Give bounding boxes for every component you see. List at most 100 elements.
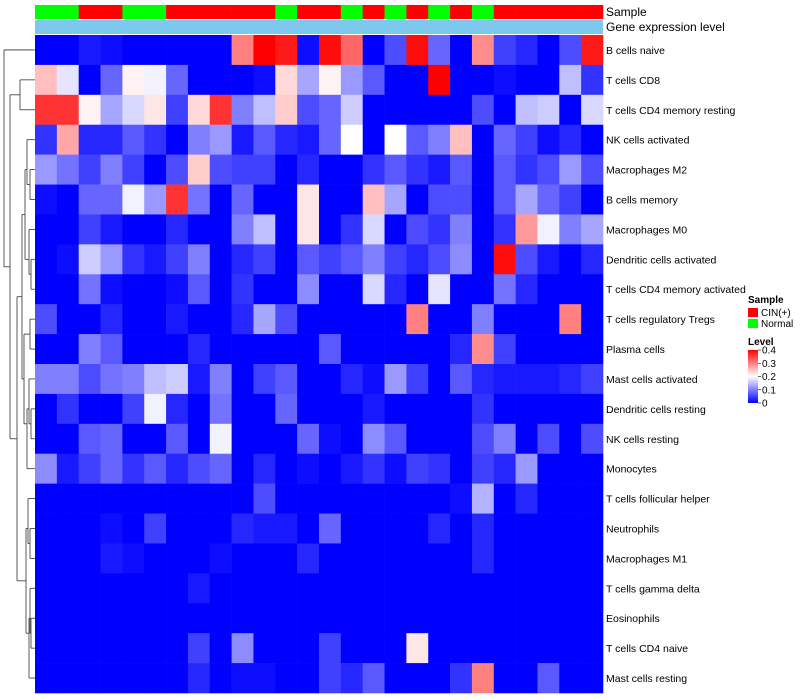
- heatmap-cell: [471, 94, 495, 126]
- heatmap-cell: [56, 423, 79, 455]
- heatmap-cell: [471, 35, 495, 66]
- heatmap-cell: [406, 244, 429, 275]
- heatmap-cell: [166, 543, 189, 574]
- heatmap-cell: [340, 663, 363, 694]
- heatmap-cell: [122, 483, 145, 514]
- heatmap-cell: [166, 184, 189, 215]
- heatmap-cell: [537, 453, 560, 484]
- sample-annotation-cell: [362, 5, 385, 19]
- heatmap-cell: [406, 94, 429, 126]
- heatmap-cell: [581, 543, 604, 574]
- heatmap-cell: [35, 573, 58, 604]
- heatmap-cell: [319, 453, 342, 484]
- heatmap-cell: [362, 633, 385, 664]
- heatmap-cell: [166, 334, 189, 365]
- heatmap-cell: [56, 663, 79, 694]
- heatmap-cell: [56, 453, 79, 484]
- heatmap-cell: [319, 663, 342, 694]
- heatmap-cell: [253, 483, 276, 514]
- heatmap-cell: [406, 453, 429, 484]
- heatmap-cell: [493, 334, 516, 365]
- heatmap-cell: [340, 543, 363, 574]
- heatmap-cell: [209, 124, 232, 155]
- heatmap-cell: [406, 124, 429, 155]
- heatmap-cell: [515, 543, 538, 574]
- heatmap-cell: [319, 573, 342, 604]
- heatmap-cell: [253, 124, 276, 155]
- heatmap-cell: [275, 543, 298, 574]
- heatmap-cell: [515, 364, 538, 395]
- heatmap-cell: [340, 483, 363, 514]
- heatmap-cell: [100, 513, 123, 544]
- heatmap-cell: [319, 274, 342, 305]
- heatmap-cell: [559, 244, 582, 275]
- heatmap-cell: [35, 154, 58, 185]
- heatmap-cell: [56, 483, 79, 514]
- heatmap-cell: [471, 124, 495, 155]
- heatmap-cell: [209, 364, 232, 395]
- heatmap-cell: [297, 64, 320, 96]
- heatmap-cell: [78, 573, 101, 604]
- heatmap-cell: [78, 184, 101, 215]
- heatmap-cell: [406, 64, 429, 96]
- heatmap-cell: [493, 364, 516, 395]
- heatmap-cell: [450, 274, 473, 305]
- heatmap-cell: [187, 244, 211, 275]
- legend-colorbar: [748, 350, 758, 403]
- heatmap-cell: [428, 423, 451, 455]
- heatmap-cell: [122, 393, 145, 425]
- heatmap-cell: [253, 64, 276, 96]
- heatmap-cell: [362, 513, 385, 544]
- heatmap-cell: [231, 483, 254, 514]
- heatmap-cell: [428, 184, 451, 215]
- heatmap-cell: [384, 334, 407, 365]
- heatmap-cell: [340, 513, 363, 544]
- heatmap-cell: [515, 603, 538, 634]
- heatmap-cell: [406, 304, 429, 335]
- heatmap-cell: [275, 364, 298, 395]
- heatmap-cell: [78, 154, 101, 185]
- heatmap-cell: [253, 214, 276, 245]
- heatmap-cell: [122, 304, 145, 335]
- heatmap-cell: [144, 633, 167, 664]
- heatmap-cell: [35, 334, 58, 365]
- heatmap-cell: [100, 274, 123, 305]
- heatmap-cell: [515, 393, 538, 425]
- heatmap-cell: [231, 184, 254, 215]
- heatmap-cell: [100, 334, 123, 365]
- heatmap-cell: [471, 154, 495, 185]
- sample-annotation-cell: [144, 5, 167, 19]
- heatmap-cell: [450, 453, 473, 484]
- heatmap-cell: [35, 513, 58, 544]
- heatmap-cell: [581, 663, 604, 694]
- heatmap-cell: [78, 453, 101, 484]
- heatmap-cell: [471, 543, 495, 574]
- sample-annotation-cell: [406, 5, 429, 19]
- heatmap-cell: [428, 154, 451, 185]
- heatmap-cell: [166, 513, 189, 544]
- heatmap-cell: [515, 513, 538, 544]
- row-label: Dendritic cells resting: [606, 404, 706, 416]
- heatmap-cell: [559, 304, 582, 335]
- heatmap-cell: [275, 35, 298, 66]
- heatmap-cell: [35, 244, 58, 275]
- heatmap-cell: [209, 393, 232, 425]
- heatmap-cell: [406, 603, 429, 634]
- heatmap-cell: [35, 453, 58, 484]
- heatmap-cell: [253, 513, 276, 544]
- heatmap-cell: [515, 214, 538, 245]
- heatmap-cell: [297, 304, 320, 335]
- heatmap-cell: [515, 483, 538, 514]
- heatmap-cell: [384, 35, 407, 66]
- heatmap-cell: [559, 35, 582, 66]
- heatmap-cell: [56, 573, 79, 604]
- heatmap-cell: [78, 304, 101, 335]
- heatmap-cell: [166, 573, 189, 604]
- heatmap-cell: [275, 633, 298, 664]
- heatmap-cell: [209, 214, 232, 245]
- heatmap-cell: [493, 603, 516, 634]
- heatmap-cell: [471, 663, 495, 694]
- heatmap-cell: [340, 274, 363, 305]
- heatmap-cell: [297, 603, 320, 634]
- heatmap-cell: [231, 663, 254, 694]
